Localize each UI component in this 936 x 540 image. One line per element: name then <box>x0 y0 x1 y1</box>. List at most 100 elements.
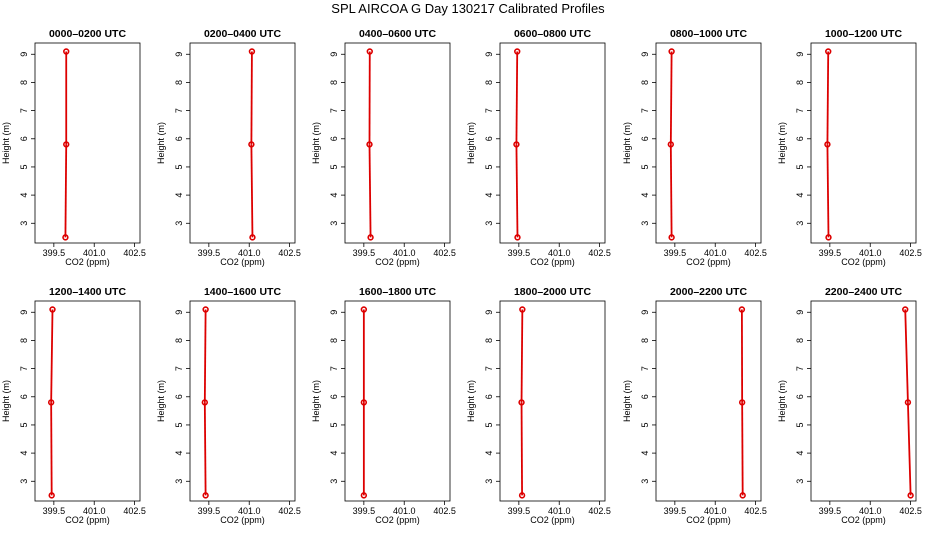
data-point <box>514 48 521 55</box>
x-tick-label: 399.5 <box>43 506 66 516</box>
profile-segment <box>203 309 207 403</box>
profile-segment <box>826 144 830 238</box>
data-point <box>519 306 526 313</box>
x-tick-label: 402.5 <box>433 506 456 516</box>
data-point <box>201 399 209 406</box>
y-axis-label: Height (m) <box>777 380 787 422</box>
y-tick-label: 4 <box>795 451 805 456</box>
data-point <box>360 492 368 499</box>
data-point <box>62 234 69 241</box>
data-point <box>668 48 675 55</box>
y-tick-label: 7 <box>484 108 494 113</box>
y-axis-label: Height (m) <box>466 122 476 164</box>
data-point <box>825 48 832 55</box>
y-tick-label: 4 <box>174 193 184 198</box>
panel-5: 1000–1200 UTC 399.5 401.0 402.5 3 4 5 6 7 8 9 CO2 (… <box>777 28 922 267</box>
profile-segment <box>203 402 207 496</box>
plot-frame <box>189 42 296 244</box>
x-tick-label: 402.5 <box>278 248 301 258</box>
y-tick-label: 5 <box>795 422 805 427</box>
panel-0: 0000–0200 UTC 399.5 401.0 402.5 3 4 5 6 7 8 9 CO2 (… <box>1 28 146 267</box>
y-tick-label: 3 <box>19 221 29 226</box>
x-axis-label: CO2 (ppm) <box>65 515 110 525</box>
data-point <box>360 306 368 313</box>
profile-segment <box>250 51 253 145</box>
x-tick-label: 401.0 <box>83 248 106 258</box>
y-tick-label: 3 <box>795 479 805 484</box>
panel-3: 0600–0800 UTC 399.5 401.0 402.5 3 4 5 6 7 8 9 CO2 (… <box>466 28 611 267</box>
plot-frame <box>34 42 141 244</box>
y-tick-label: 8 <box>640 80 650 85</box>
y-axis-label: Height (m) <box>156 122 166 164</box>
y-tick-label: 7 <box>795 108 805 113</box>
profile-segment <box>669 51 673 145</box>
plot-frame <box>499 42 606 244</box>
data-point <box>738 399 746 406</box>
data-point <box>738 306 746 313</box>
y-tick-label: 8 <box>329 80 339 85</box>
y-tick-label: 5 <box>640 422 650 427</box>
y-tick-label: 6 <box>795 394 805 399</box>
panel-10: 2000–2200 UTC 399.5 401.0 402.5 3 4 5 6 7 8 9 CO2 (… <box>622 286 767 525</box>
y-tick-label: 5 <box>484 422 494 427</box>
profile-segment <box>50 309 54 403</box>
x-tick-label: 402.5 <box>433 248 456 258</box>
y-tick-label: 7 <box>174 366 184 371</box>
y-tick-label: 3 <box>795 221 805 226</box>
profile-segment <box>904 309 909 403</box>
y-tick-label: 8 <box>795 338 805 343</box>
data-point <box>47 399 55 406</box>
panel-8: 1600–1800 UTC 399.5 401.0 402.5 3 4 5 6 7 8 9 CO2 (… <box>311 286 456 525</box>
y-tick-label: 6 <box>640 136 650 141</box>
data-point <box>249 234 256 241</box>
plot-frame <box>499 300 606 502</box>
x-axis-label: CO2 (ppm) <box>686 257 731 267</box>
data-point <box>63 141 70 148</box>
data-point <box>518 492 526 499</box>
x-tick-label: 399.5 <box>353 248 376 258</box>
x-tick-label: 401.0 <box>548 248 571 258</box>
y-tick-label: 6 <box>329 136 339 141</box>
x-axis-label: CO2 (ppm) <box>375 515 420 525</box>
y-tick-label: 7 <box>19 366 29 371</box>
panel-title: 1400–1600 UTC <box>204 286 281 298</box>
data-point <box>902 306 909 313</box>
y-tick-label: 4 <box>640 451 650 456</box>
x-axis-label: CO2 (ppm) <box>686 515 731 525</box>
y-axis-label: Height (m) <box>1 122 11 164</box>
profile-segment <box>50 402 53 496</box>
x-tick-label: 401.0 <box>238 506 261 516</box>
profile-segment <box>826 51 830 145</box>
data-point <box>824 141 831 148</box>
x-tick-label: 399.5 <box>198 248 221 258</box>
x-tick-label: 399.5 <box>508 506 531 516</box>
y-tick-label: 9 <box>174 52 184 57</box>
y-tick-label: 8 <box>484 338 494 343</box>
y-tick-label: 3 <box>329 221 339 226</box>
y-tick-label: 9 <box>795 310 805 315</box>
data-point <box>360 399 368 406</box>
y-tick-label: 8 <box>795 80 805 85</box>
x-axis-label: CO2 (ppm) <box>220 257 265 267</box>
y-tick-label: 6 <box>174 394 184 399</box>
y-tick-label: 7 <box>19 108 29 113</box>
x-tick-label: 401.0 <box>393 248 416 258</box>
y-axis-label: Height (m) <box>156 380 166 422</box>
y-tick-label: 7 <box>484 366 494 371</box>
data-point <box>667 141 675 148</box>
y-tick-label: 9 <box>19 310 29 315</box>
y-tick-label: 3 <box>484 221 494 226</box>
x-tick-label: 401.0 <box>704 506 727 516</box>
profile-segment <box>515 51 519 145</box>
data-point <box>366 141 373 148</box>
y-tick-label: 5 <box>329 422 339 427</box>
panel-title: 0800–1000 UTC <box>670 28 747 40</box>
y-tick-label: 7 <box>640 108 650 113</box>
data-point <box>248 48 256 55</box>
y-tick-label: 7 <box>174 108 184 113</box>
y-tick-label: 8 <box>484 80 494 85</box>
data-point <box>367 234 374 241</box>
plot-frame <box>344 42 451 244</box>
x-tick-label: 399.5 <box>198 506 221 516</box>
